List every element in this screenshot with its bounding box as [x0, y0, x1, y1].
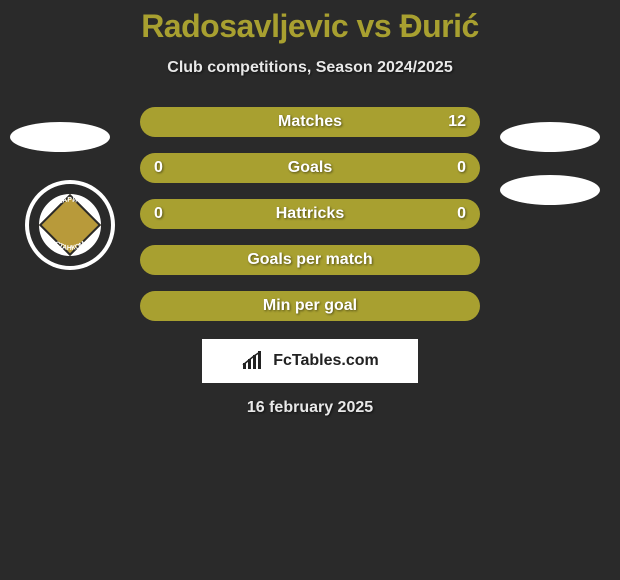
page-title: Radosavljevic vs Đurić	[0, 0, 620, 45]
branding-banner: FcTables.com	[202, 339, 418, 383]
stat-right-value: 12	[434, 113, 480, 131]
stat-right-value: 0	[443, 205, 480, 223]
branding-text: FcTables.com	[273, 352, 379, 370]
player-photo-left	[10, 122, 110, 152]
stat-label: Goals	[140, 159, 480, 177]
player-photo-right-2	[500, 175, 600, 205]
date-label: 16 february 2025	[0, 399, 620, 417]
player-photo-right	[500, 122, 600, 152]
club-badge-text: ЧУКАРИЧКИ СТАНКОМ	[39, 194, 101, 256]
bar-chart-icon	[241, 351, 267, 371]
club-badge-left: ЧУКАРИЧКИ СТАНКОМ	[25, 180, 115, 270]
stat-row-goals: 0 Goals 0	[140, 153, 480, 183]
stat-label: Min per goal	[140, 297, 480, 315]
svg-text:ЧУКАРИЧКИ: ЧУКАРИЧКИ	[48, 197, 92, 212]
stat-row-matches: Matches 12	[140, 107, 480, 137]
subtitle: Club competitions, Season 2024/2025	[0, 59, 620, 77]
stat-left-value: 0	[140, 205, 177, 223]
stat-label: Hattricks	[140, 205, 480, 223]
svg-text:СТАНКОМ: СТАНКОМ	[53, 240, 87, 252]
stat-label: Matches	[140, 113, 480, 131]
stat-row-goals-per-match: Goals per match	[140, 245, 480, 275]
stat-row-hattricks: 0 Hattricks 0	[140, 199, 480, 229]
stat-label: Goals per match	[140, 251, 480, 269]
stat-right-value: 0	[443, 159, 480, 177]
stat-left-value: 0	[140, 159, 177, 177]
stat-row-min-per-goal: Min per goal	[140, 291, 480, 321]
